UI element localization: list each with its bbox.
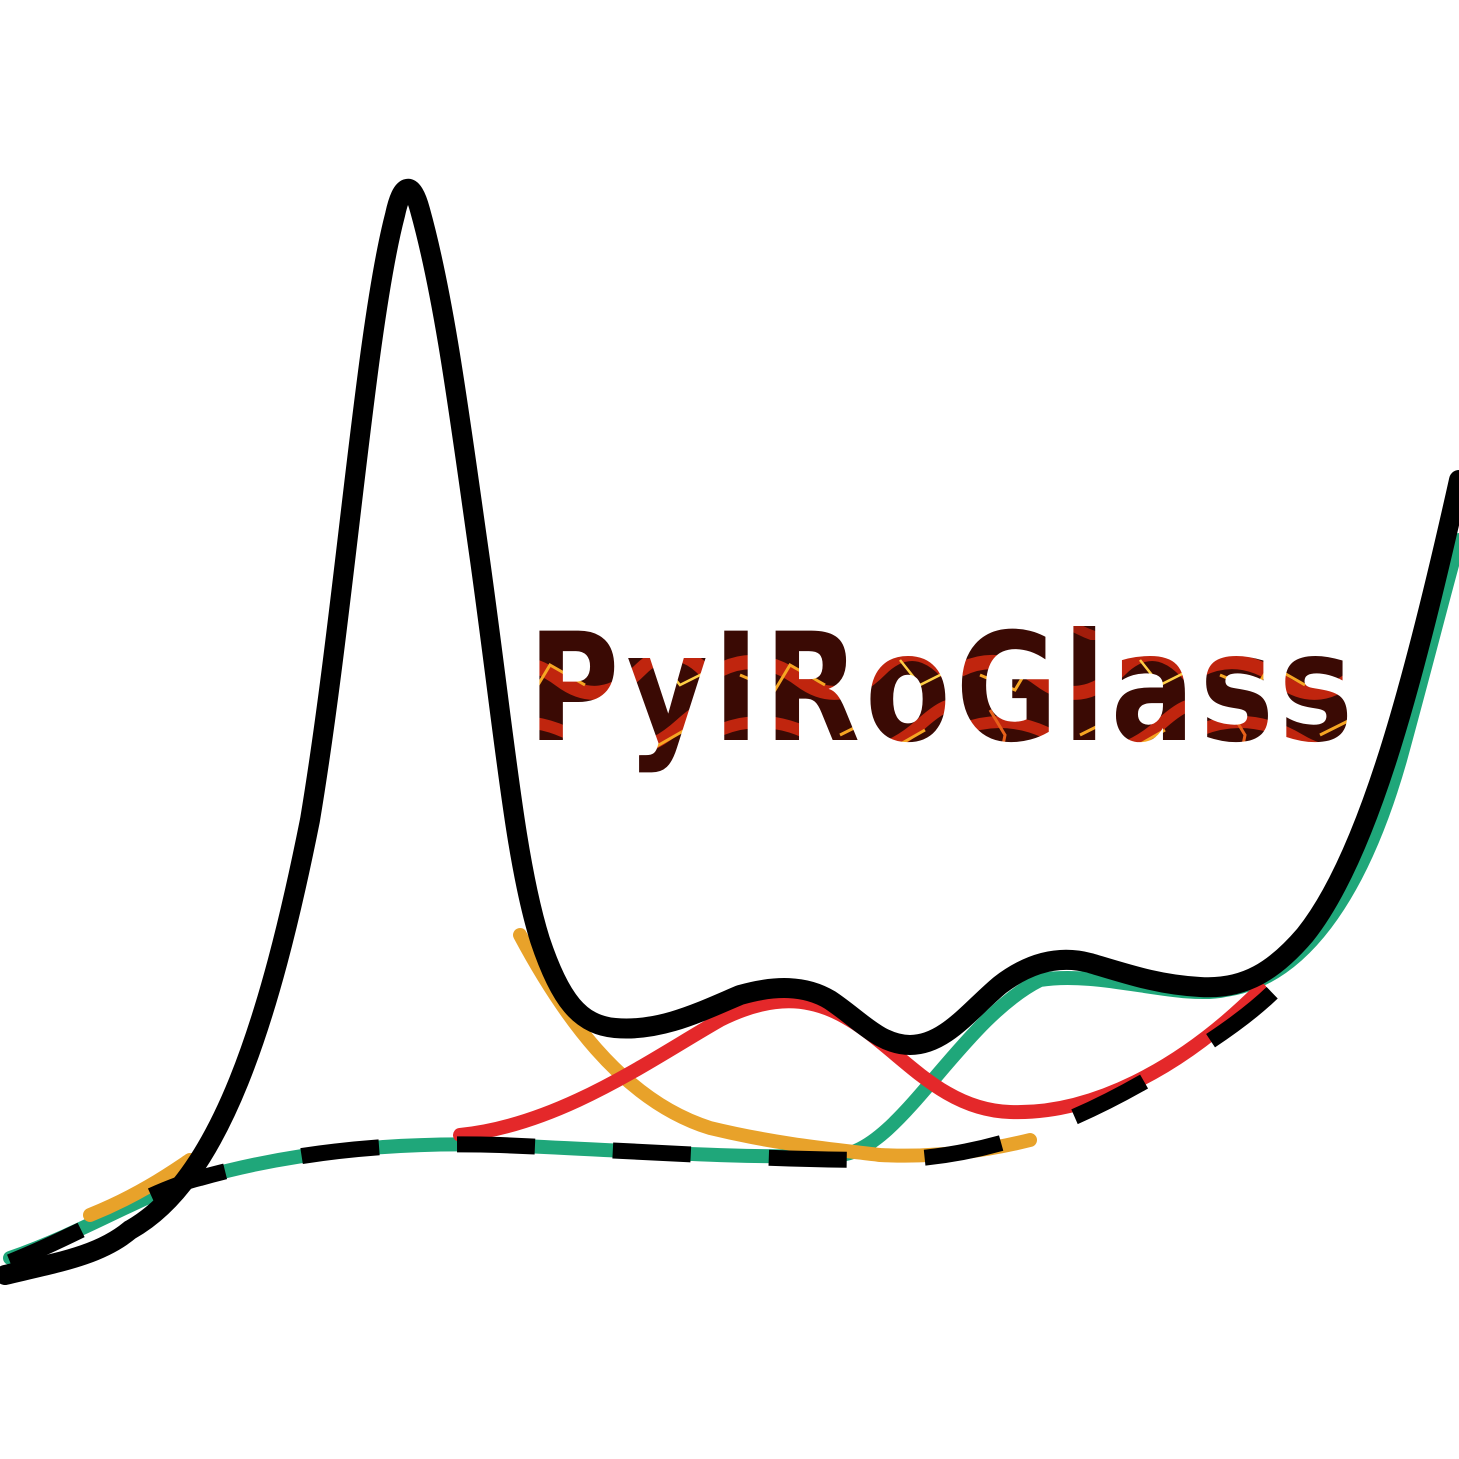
spectrum-curve — [0, 178, 1459, 1285]
green-peak-curve — [3, 533, 1459, 1265]
wordmark-text: PyIRoGlass — [528, 602, 1358, 776]
